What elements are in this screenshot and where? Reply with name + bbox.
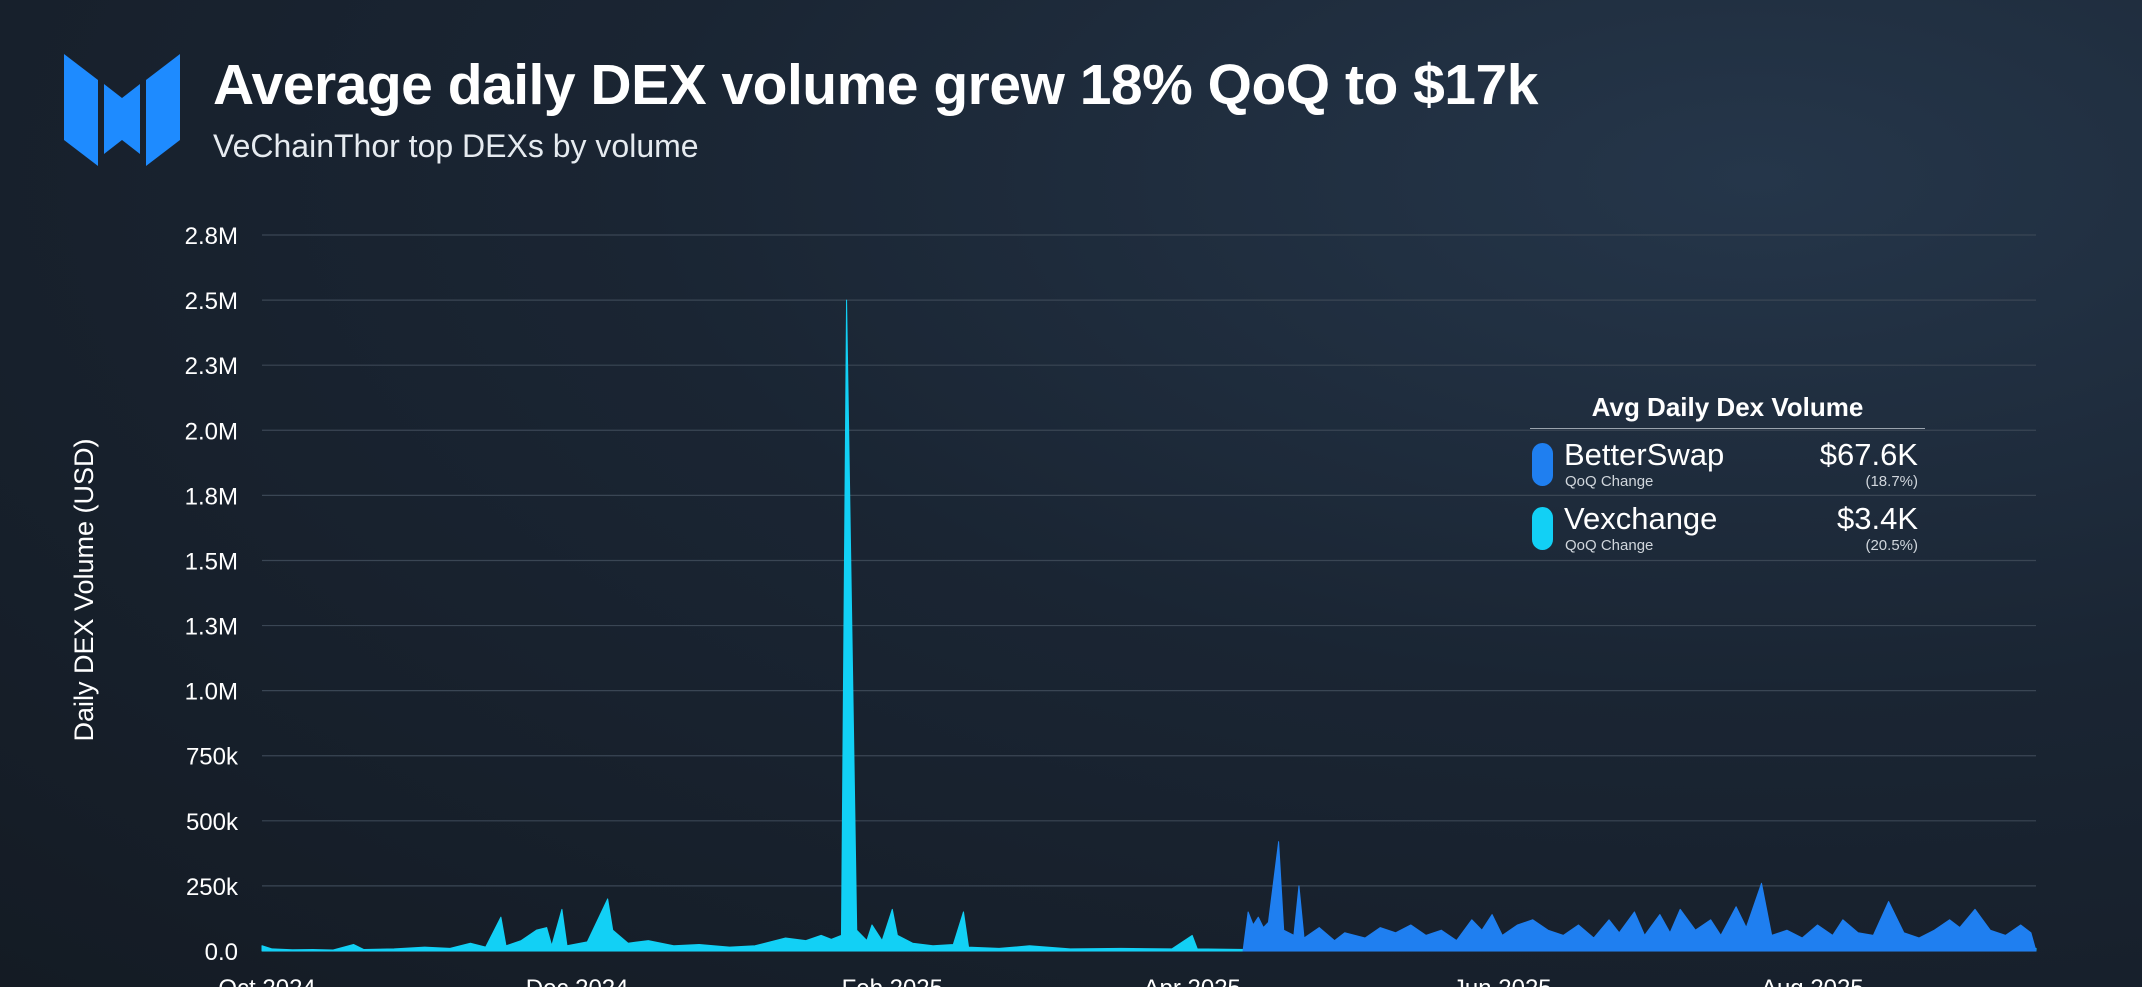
legend-series-value: $3.4K bbox=[1836, 501, 1918, 536]
messari-logo-icon bbox=[64, 54, 180, 166]
legend-item-betterswap: BetterSwap QoQ Change $67.6K (18.7%) bbox=[1530, 429, 1930, 493]
y-tick-label: 2.8M bbox=[185, 223, 238, 250]
legend-title: Avg Daily Dex Volume bbox=[1530, 392, 1925, 429]
legend-series-name: Vexchange bbox=[1564, 501, 1718, 536]
legend-item-vexchange: Vexchange QoQ Change $3.4K (20.5%) bbox=[1530, 493, 1930, 557]
y-tick-label: 1.0M bbox=[185, 679, 238, 706]
y-tick-label: 250k bbox=[186, 874, 239, 901]
series-layer bbox=[261, 299, 2037, 952]
legend: Avg Daily Dex Volume BetterSwap QoQ Chan… bbox=[1530, 392, 1930, 557]
x-tick-label: Apr 2025 bbox=[1144, 975, 1241, 987]
legend-swatch-vexchange bbox=[1532, 507, 1553, 550]
x-tick-label: Jun 2025 bbox=[1453, 975, 1552, 987]
x-tick-label: Oct 2024 bbox=[218, 975, 315, 987]
logo-right-bar bbox=[146, 54, 180, 166]
y-tick-label: 2.3M bbox=[185, 353, 238, 380]
chart-title: Average daily DEX volume grew 18% QoQ to… bbox=[213, 53, 1538, 117]
y-axis-label: Daily DEX Volume (USD) bbox=[69, 438, 99, 741]
y-tick-label: 1.3M bbox=[185, 614, 238, 641]
y-tick-label: 1.5M bbox=[185, 548, 238, 575]
y-axis-tick-labels: 0.0 250k 500k 750k 1.0M 1.3M 1.5M 1.8M 2.0M 2.3M 2… bbox=[185, 223, 239, 966]
y-tick-label: 2.0M bbox=[185, 418, 238, 445]
legend-series-value: $67.6K bbox=[1819, 437, 1918, 472]
legend-series-change: (18.7%) bbox=[1865, 473, 1918, 490]
legend-series-name: BetterSwap bbox=[1564, 437, 1725, 472]
x-tick-label: Dec 2024 bbox=[526, 975, 629, 987]
legend-series-sublabel: QoQ Change bbox=[1565, 473, 1654, 490]
y-tick-label: 500k bbox=[186, 809, 239, 836]
y-tick-label: 2.5M bbox=[185, 288, 238, 315]
legend-series-change: (20.5%) bbox=[1865, 537, 1918, 554]
chart-subtitle: VeChainThor top DEXs by volume bbox=[213, 128, 699, 164]
y-tick-label: 1.8M bbox=[185, 483, 238, 510]
x-axis-tick-labels: Oct 2024 Dec 2024 Feb 2025 Apr 2025 Jun 2025… bbox=[218, 975, 1863, 987]
y-tick-label: 0.0 bbox=[205, 939, 238, 966]
legend-swatch-betterswap bbox=[1532, 443, 1553, 486]
logo-left-bar bbox=[64, 54, 98, 166]
x-tick-label: Aug 2025 bbox=[1761, 975, 1864, 987]
legend-series-sublabel: QoQ Change bbox=[1565, 537, 1654, 554]
logo-middle-chevron bbox=[104, 84, 140, 154]
y-tick-label: 750k bbox=[186, 744, 239, 771]
series-area-betterswap bbox=[1242, 841, 2037, 952]
x-tick-label: Feb 2025 bbox=[842, 975, 943, 987]
chart-grid bbox=[262, 234, 2036, 952]
